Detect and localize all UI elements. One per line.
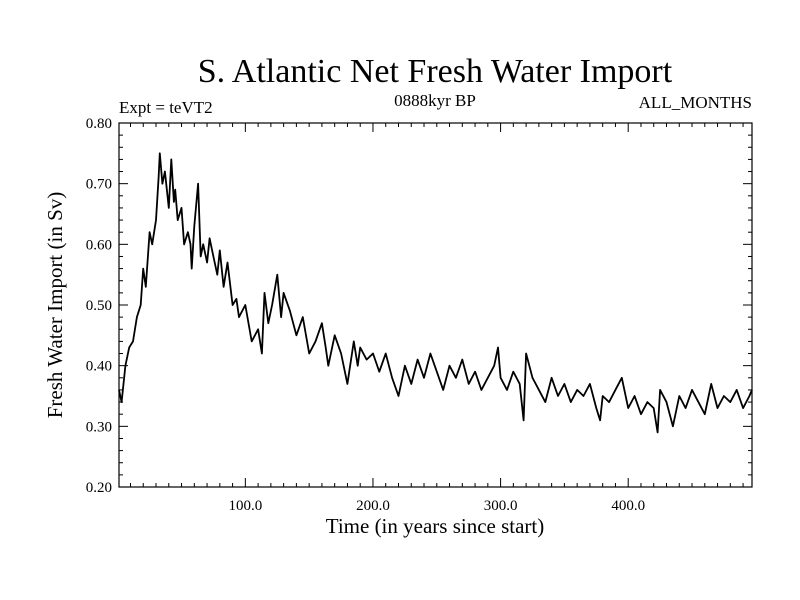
x-tick-label: 100.0 — [228, 498, 262, 514]
months-label: ALL_MONTHS — [639, 93, 752, 112]
y-tick-label: 0.60 — [86, 237, 112, 253]
y-axis-label: Fresh Water Import (in Sv) — [43, 192, 67, 419]
y-tick-label: 0.20 — [86, 480, 112, 496]
y-tick-label: 0.80 — [86, 116, 112, 132]
x-axis-label: Time (in years since start) — [326, 514, 545, 538]
x-tick-label: 300.0 — [484, 498, 518, 514]
chart-title: S. Atlantic Net Fresh Water Import — [198, 53, 673, 90]
y-tick-label: 0.70 — [86, 177, 112, 193]
x-axis: 100.0 200.0 300.0 400.0 — [129, 123, 744, 514]
time-period-label: 0888kyr BP — [394, 91, 476, 110]
y-tick-label: 0.40 — [86, 359, 112, 375]
series-layer — [118, 152, 753, 434]
experiment-label: Expt = teVT2 — [119, 98, 213, 117]
y-tick-label: 0.50 — [86, 298, 112, 314]
y-tick-label: 0.30 — [86, 419, 112, 435]
y-axis: 0.20 0.30 0.40 0.50 0.60 0.70 0.80 — [86, 116, 752, 496]
x-tick-label: 200.0 — [356, 498, 390, 514]
x-tick-label: 400.0 — [611, 498, 645, 514]
series-line — [118, 152, 753, 434]
